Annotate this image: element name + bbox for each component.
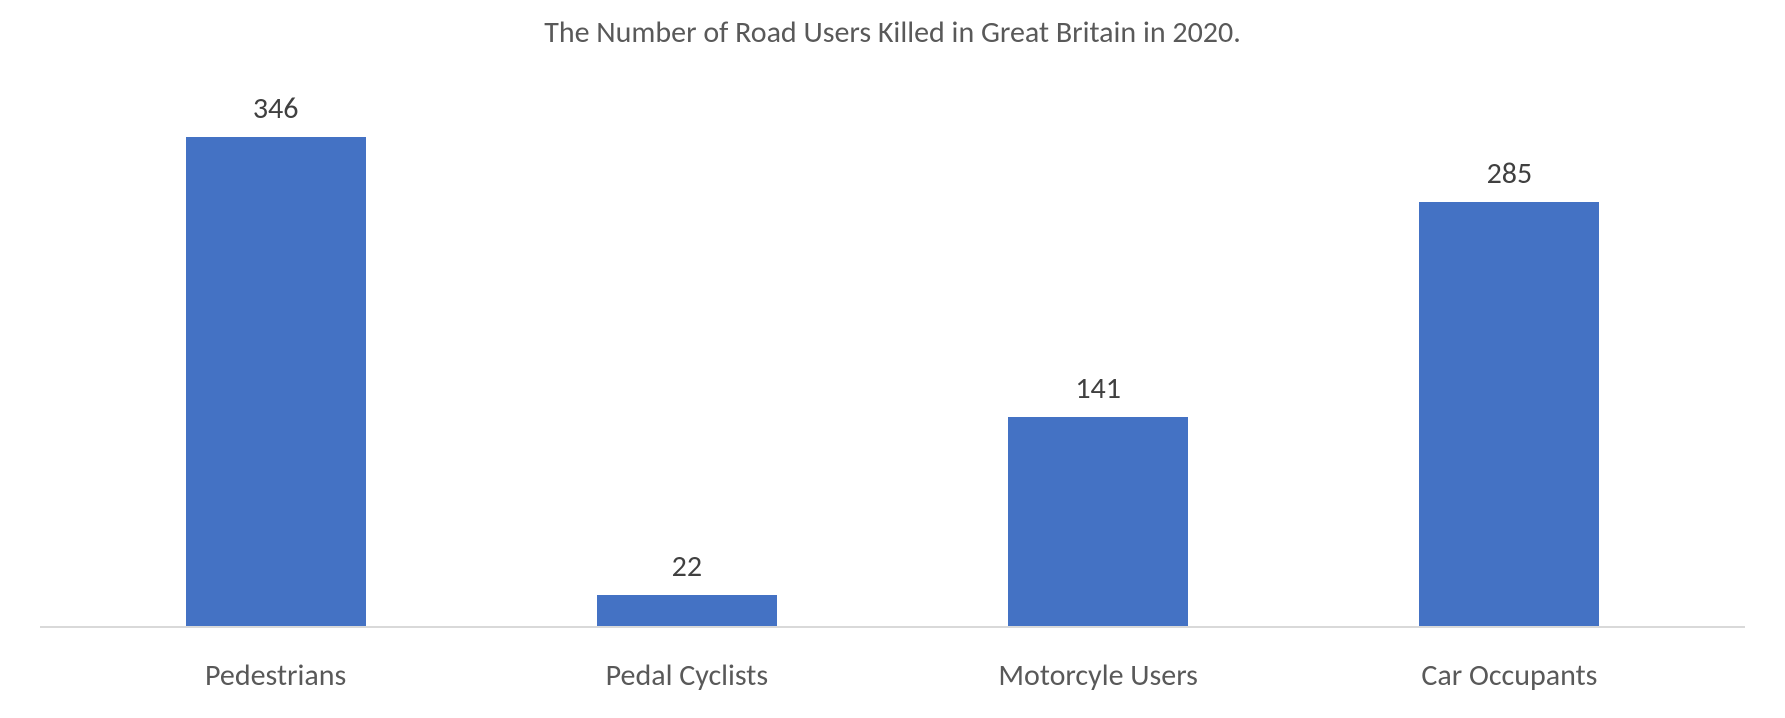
- x-axis-label: Pedestrians: [70, 657, 481, 694]
- bar-rect: [1419, 202, 1599, 628]
- x-axis-label: Car Occupants: [1304, 657, 1715, 694]
- x-axis-labels: Pedestrians Pedal Cyclists Motorcyle Use…: [70, 657, 1715, 694]
- bar-value-label: 346: [253, 90, 299, 127]
- chart-title: The Number of Road Users Killed in Great…: [0, 14, 1785, 51]
- bar-slot: 22: [481, 90, 892, 628]
- x-axis-label: Motorcyle Users: [893, 657, 1304, 694]
- x-axis-label: Pedal Cyclists: [481, 657, 892, 694]
- plot-area: 346 22 141 285: [70, 90, 1715, 628]
- bar-chart: The Number of Road Users Killed in Great…: [0, 0, 1785, 718]
- bars-container: 346 22 141 285: [70, 90, 1715, 628]
- bar-slot: 285: [1304, 90, 1715, 628]
- bar-rect: [186, 137, 366, 628]
- bar-slot: 141: [893, 90, 1304, 628]
- bar-rect: [597, 595, 777, 628]
- bar-rect: [1008, 417, 1188, 628]
- bar-value-label: 141: [1075, 370, 1121, 407]
- bar-value-label: 285: [1487, 155, 1533, 192]
- x-axis-baseline: [40, 626, 1745, 628]
- bar-slot: 346: [70, 90, 481, 628]
- bar-value-label: 22: [672, 548, 702, 585]
